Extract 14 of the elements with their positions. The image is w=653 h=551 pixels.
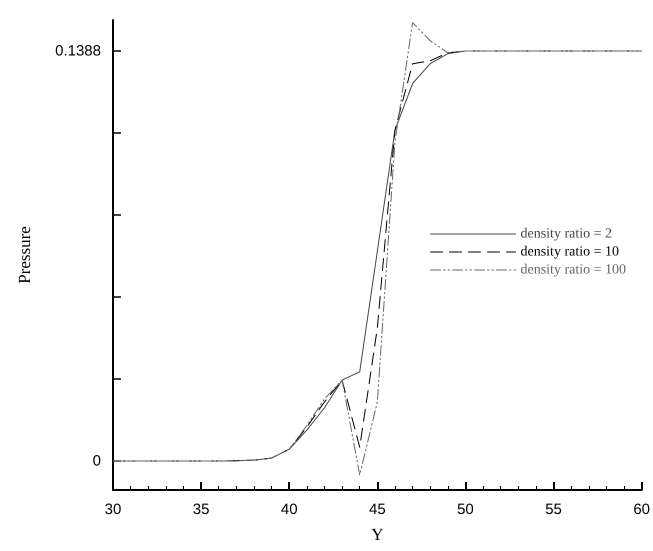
x-tick-label: 60 bbox=[633, 501, 650, 518]
text: density ratio = 100 bbox=[520, 262, 626, 278]
y-tick-label: 0 bbox=[92, 452, 101, 470]
x-tick-label: 50 bbox=[457, 501, 474, 518]
x-tick-label: 45 bbox=[368, 501, 386, 518]
x-tick-label: 40 bbox=[280, 501, 298, 518]
text: density ratio = 10 bbox=[520, 244, 620, 260]
y-tick-label: 0.1388 bbox=[55, 42, 101, 60]
x-tick-label: 35 bbox=[192, 501, 210, 518]
x-tick-label: 30 bbox=[104, 501, 122, 518]
text: density ratio = 2 bbox=[520, 226, 612, 242]
x-axis-title: Y bbox=[371, 525, 384, 544]
x-tick-label: 55 bbox=[545, 501, 562, 518]
y-axis-title: Pressure bbox=[15, 226, 34, 284]
